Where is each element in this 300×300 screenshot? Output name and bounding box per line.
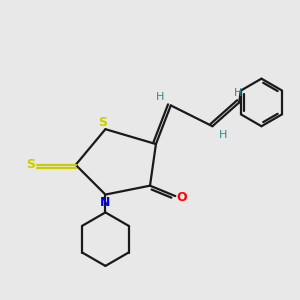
Text: S: S — [27, 158, 36, 171]
Text: S: S — [98, 116, 107, 129]
Text: H: H — [219, 130, 227, 140]
Text: O: O — [176, 191, 187, 204]
Text: N: N — [100, 196, 111, 208]
Text: H: H — [156, 92, 165, 101]
Text: H: H — [233, 88, 242, 98]
